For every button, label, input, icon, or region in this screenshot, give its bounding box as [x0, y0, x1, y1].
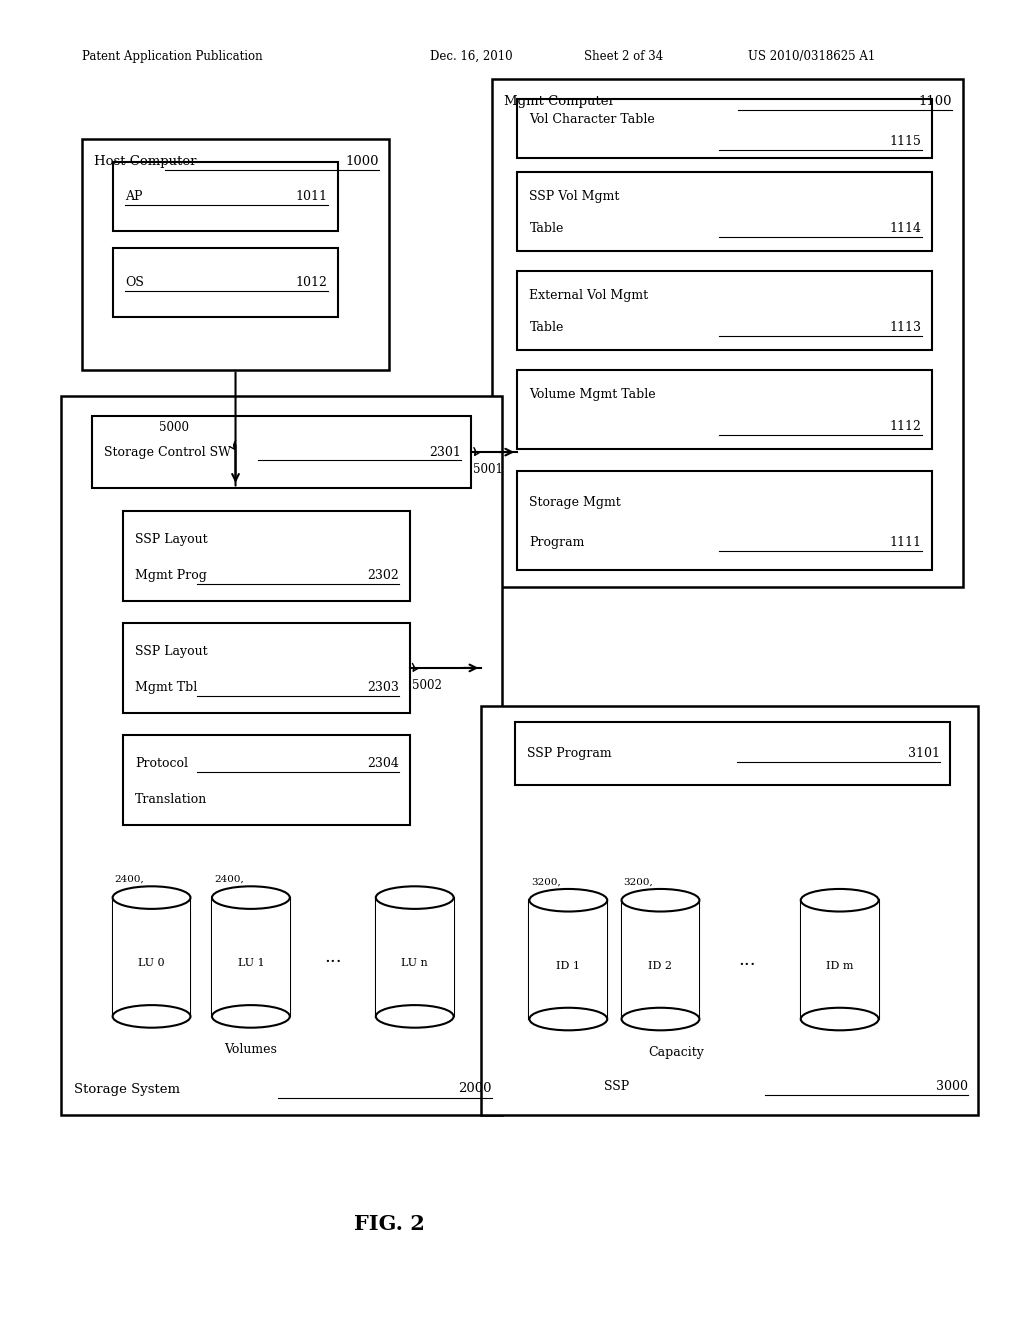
Text: Capacity: Capacity — [648, 1045, 703, 1059]
Bar — [376, 898, 454, 1016]
Text: External Vol Mgmt: External Vol Mgmt — [529, 289, 648, 302]
Ellipse shape — [212, 886, 290, 909]
Text: Table: Table — [529, 321, 564, 334]
Bar — [481, 706, 978, 1115]
Bar — [517, 172, 932, 251]
Text: Sheet 2 of 34: Sheet 2 of 34 — [584, 50, 663, 63]
Text: AP: AP — [125, 190, 142, 203]
Ellipse shape — [113, 1005, 190, 1028]
Text: 5000: 5000 — [160, 421, 189, 434]
Text: SSP Layout: SSP Layout — [135, 533, 208, 546]
Text: SSP: SSP — [604, 1080, 630, 1093]
Text: LU 1: LU 1 — [238, 958, 264, 968]
Text: 1115: 1115 — [890, 135, 922, 148]
Text: Table: Table — [529, 222, 564, 235]
Text: OS: OS — [125, 276, 143, 289]
Text: 3000: 3000 — [936, 1080, 968, 1093]
Text: 1012: 1012 — [296, 276, 328, 289]
Text: Patent Application Publication: Patent Application Publication — [82, 50, 262, 63]
Text: 2301: 2301 — [429, 446, 461, 458]
Text: Storage System: Storage System — [74, 1082, 180, 1096]
Text: 2000: 2000 — [458, 1082, 492, 1096]
Bar — [92, 416, 471, 488]
Bar — [622, 900, 699, 1019]
Ellipse shape — [376, 1005, 454, 1028]
Text: Volume Mgmt Table: Volume Mgmt Table — [529, 388, 656, 401]
Text: ID 1: ID 1 — [556, 961, 581, 970]
Text: SSP Layout: SSP Layout — [135, 645, 208, 659]
Ellipse shape — [113, 886, 190, 909]
Text: Mgmt Computer: Mgmt Computer — [504, 95, 614, 108]
Text: Mgmt Prog: Mgmt Prog — [135, 569, 207, 582]
Text: 2400,: 2400, — [115, 875, 144, 884]
Ellipse shape — [529, 1007, 607, 1031]
Bar — [517, 471, 932, 570]
Text: Translation: Translation — [135, 793, 208, 807]
Text: 1000: 1000 — [345, 154, 379, 168]
Bar — [61, 396, 502, 1115]
Bar — [113, 162, 338, 231]
Text: 5002: 5002 — [412, 678, 441, 692]
Text: Volumes: Volumes — [224, 1043, 278, 1056]
Text: 3200,: 3200, — [624, 878, 653, 887]
Text: Dec. 16, 2010: Dec. 16, 2010 — [430, 50, 513, 63]
Text: Vol Character Table: Vol Character Table — [529, 114, 655, 127]
Ellipse shape — [622, 1007, 699, 1031]
Bar — [515, 722, 950, 785]
Text: Storage Mgmt: Storage Mgmt — [529, 496, 622, 510]
Text: FIG. 2: FIG. 2 — [353, 1213, 425, 1234]
Text: ...: ... — [324, 948, 342, 966]
Bar — [492, 79, 963, 587]
Text: 1114: 1114 — [890, 222, 922, 235]
Text: SSP Program: SSP Program — [527, 747, 612, 760]
Bar — [123, 623, 410, 713]
Ellipse shape — [212, 1005, 290, 1028]
Bar — [517, 271, 932, 350]
Text: 1100: 1100 — [919, 95, 952, 108]
Bar — [113, 898, 190, 1016]
Text: 1112: 1112 — [890, 420, 922, 433]
Bar — [517, 99, 932, 158]
Text: 2302: 2302 — [368, 569, 399, 582]
Bar — [212, 898, 290, 1016]
Text: Protocol: Protocol — [135, 758, 188, 771]
Text: US 2010/0318625 A1: US 2010/0318625 A1 — [748, 50, 874, 63]
Text: Storage Control SW: Storage Control SW — [104, 446, 231, 458]
Text: 2303: 2303 — [368, 681, 399, 694]
Ellipse shape — [529, 888, 607, 912]
Text: Host Computer: Host Computer — [94, 154, 197, 168]
Bar — [517, 370, 932, 449]
Text: 3200,: 3200, — [531, 878, 561, 887]
Text: 5001: 5001 — [473, 463, 503, 475]
Text: 1111: 1111 — [890, 536, 922, 549]
Ellipse shape — [376, 886, 454, 909]
Bar — [529, 900, 607, 1019]
Text: ID m: ID m — [826, 961, 853, 970]
Text: LU n: LU n — [401, 958, 428, 968]
Bar — [113, 248, 338, 317]
Text: 1011: 1011 — [296, 190, 328, 203]
Text: SSP Vol Mgmt: SSP Vol Mgmt — [529, 190, 620, 203]
Text: Mgmt Tbl: Mgmt Tbl — [135, 681, 198, 694]
Text: 3101: 3101 — [908, 747, 940, 760]
Text: 2400,: 2400, — [214, 875, 244, 884]
Ellipse shape — [622, 888, 699, 912]
Bar — [801, 900, 879, 1019]
Bar — [123, 735, 410, 825]
Bar — [123, 511, 410, 601]
Bar — [82, 139, 389, 370]
Text: 1113: 1113 — [890, 321, 922, 334]
Text: ...: ... — [738, 950, 757, 969]
Ellipse shape — [801, 1007, 879, 1031]
Text: 2304: 2304 — [368, 758, 399, 771]
Text: Program: Program — [529, 536, 585, 549]
Ellipse shape — [801, 888, 879, 912]
Text: LU 0: LU 0 — [138, 958, 165, 968]
Text: ID 2: ID 2 — [648, 961, 673, 970]
